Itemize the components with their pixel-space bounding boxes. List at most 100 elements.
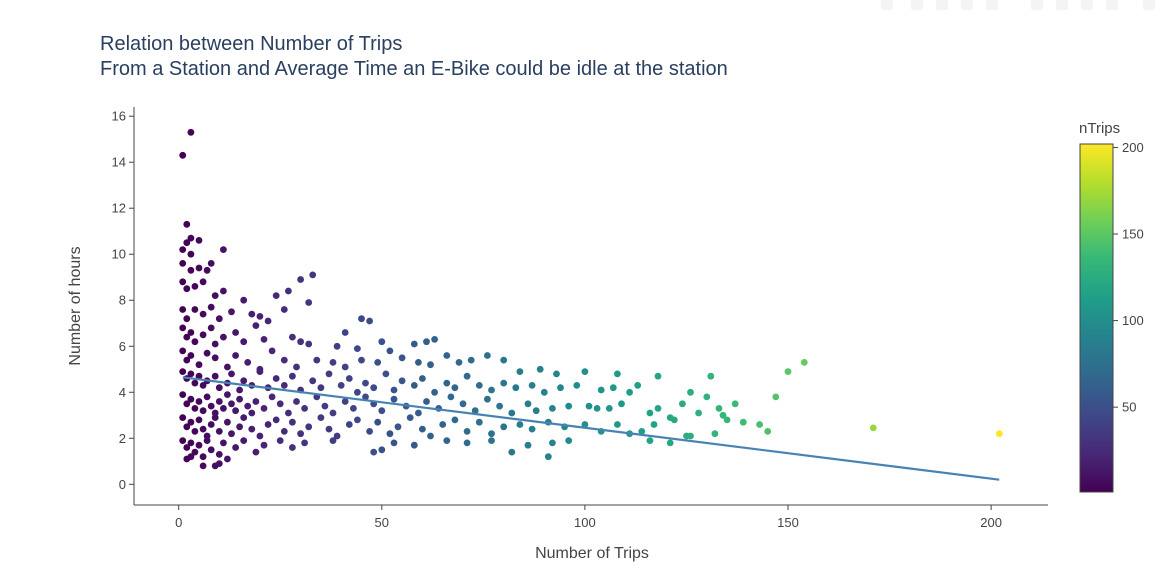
data-point xyxy=(276,437,284,444)
data-point xyxy=(374,359,382,366)
colorbar-tick-label: 50 xyxy=(1122,400,1136,415)
data-point xyxy=(224,418,231,426)
data-point xyxy=(524,441,532,449)
data-point xyxy=(553,370,560,378)
data-point xyxy=(207,260,215,267)
data-point xyxy=(179,437,187,444)
data-point xyxy=(195,441,203,449)
data-point xyxy=(321,402,329,410)
data-point xyxy=(285,287,292,295)
y-tick-label: 6 xyxy=(119,339,126,354)
data-point xyxy=(654,405,662,412)
data-point xyxy=(195,237,203,244)
data-point xyxy=(354,388,361,396)
data-points xyxy=(179,128,1003,470)
data-point xyxy=(475,418,483,426)
zoom-in-icon[interactable] xyxy=(1031,0,1043,10)
data-point xyxy=(179,414,187,421)
data-point xyxy=(447,393,455,401)
box-select-icon[interactable] xyxy=(961,0,973,10)
data-point xyxy=(524,400,532,408)
data-point xyxy=(191,283,199,290)
data-point xyxy=(272,292,280,299)
data-point xyxy=(187,250,195,258)
data-point xyxy=(248,409,256,417)
autoscale-icon[interactable] xyxy=(1081,0,1093,10)
data-point xyxy=(248,425,256,433)
x-tick-label: 0 xyxy=(175,515,182,530)
data-point xyxy=(215,428,223,435)
data-point xyxy=(256,432,264,440)
plotly-logo-icon[interactable] xyxy=(1143,0,1155,10)
data-point xyxy=(341,329,349,336)
data-point xyxy=(272,375,280,382)
data-point xyxy=(557,384,564,392)
data-point xyxy=(317,384,325,392)
data-point xyxy=(195,372,203,380)
data-point xyxy=(252,448,260,456)
data-point xyxy=(195,416,203,424)
data-point xyxy=(191,405,199,412)
pan-icon[interactable] xyxy=(936,0,948,10)
trendline xyxy=(182,376,1000,481)
data-point xyxy=(215,315,223,323)
data-point xyxy=(232,329,240,336)
colorbar-tick-label: 150 xyxy=(1122,227,1144,242)
data-point xyxy=(272,416,280,424)
zoom-out-icon[interactable] xyxy=(1056,0,1068,10)
data-point xyxy=(532,407,540,415)
data-point xyxy=(211,414,219,421)
data-point xyxy=(191,306,199,313)
data-point xyxy=(488,437,495,444)
data-point xyxy=(195,264,203,272)
data-point xyxy=(199,310,207,318)
data-point xyxy=(187,370,195,378)
data-point xyxy=(508,448,516,456)
data-point xyxy=(410,340,418,348)
data-point xyxy=(325,425,333,433)
data-point xyxy=(289,418,296,426)
data-point xyxy=(179,151,187,159)
data-point xyxy=(463,372,471,380)
lasso-select-icon[interactable] xyxy=(986,0,998,10)
data-point xyxy=(467,356,475,364)
data-point xyxy=(199,453,207,461)
x-axis-title: Number of Trips xyxy=(535,545,649,562)
data-point xyxy=(443,379,451,387)
data-point xyxy=(431,336,438,343)
data-point xyxy=(362,393,369,401)
trendline-group xyxy=(182,376,1000,481)
data-point xyxy=(333,432,341,440)
data-point xyxy=(764,428,772,435)
data-point xyxy=(183,285,191,293)
zoom-icon[interactable] xyxy=(911,0,923,10)
chart-title-line-2: From a Station and Average Time an E-Bik… xyxy=(100,58,728,80)
y-tick-label: 16 xyxy=(112,109,126,124)
camera-icon[interactable] xyxy=(881,0,893,10)
data-point xyxy=(536,365,544,373)
data-point xyxy=(390,395,398,403)
data-point xyxy=(451,384,459,392)
y-tick-label: 4 xyxy=(119,385,126,400)
data-point xyxy=(386,347,394,355)
data-point xyxy=(224,455,231,463)
modebar xyxy=(871,0,1171,12)
data-point xyxy=(345,421,353,428)
data-point xyxy=(240,437,248,444)
data-point xyxy=(187,418,195,426)
data-point xyxy=(228,370,235,378)
data-point xyxy=(634,382,642,389)
data-point xyxy=(244,359,252,366)
data-point xyxy=(370,448,378,456)
x-tick-label: 50 xyxy=(375,515,389,530)
data-point xyxy=(666,439,674,447)
data-point xyxy=(211,292,219,299)
data-point xyxy=(585,402,593,410)
data-point xyxy=(207,303,215,311)
data-point xyxy=(207,446,215,454)
reset-axes-icon[interactable] xyxy=(1106,0,1118,10)
data-point xyxy=(207,421,215,428)
data-point xyxy=(508,409,516,417)
data-point xyxy=(670,416,678,424)
chart-title-line-1: Relation between Number of Trips xyxy=(100,33,402,55)
